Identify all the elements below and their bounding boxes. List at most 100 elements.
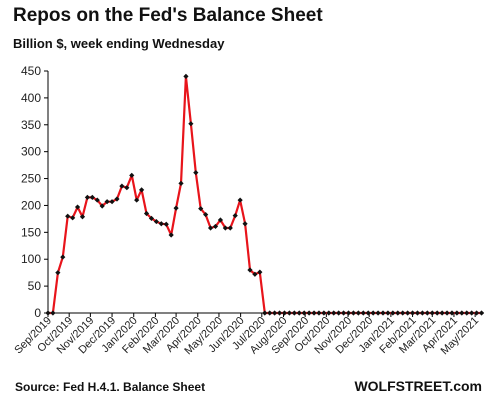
data-point [45,310,51,316]
data-point [400,310,406,316]
data-point [464,310,470,316]
data-point [178,180,184,186]
data-point [429,310,435,316]
data-point [336,310,342,316]
data-point [311,310,317,316]
data-point [198,206,204,212]
data-point [217,217,224,223]
data-point [444,310,450,316]
data-point [296,310,302,316]
data-point [134,197,140,203]
data-point [291,310,297,316]
data-point [139,187,145,193]
data-point [355,310,361,316]
data-point [345,310,352,316]
source-note: Source: Fed H.4.1. Balance Sheet [15,380,206,394]
data-point [331,310,337,316]
data-point [375,310,381,316]
data-point [272,310,278,316]
y-tick-label: 50 [28,279,42,293]
data-point [74,204,81,210]
data-point [286,310,293,316]
data-point [158,221,164,227]
data-point [439,310,445,316]
data-point [50,310,56,316]
data-point [237,197,243,203]
data-point [173,205,179,211]
data-point [424,310,430,316]
data-point [395,310,401,316]
y-tick-label: 300 [21,145,41,159]
chart-subtitle: Billion $, week ending Wednesday [13,36,225,51]
data-point [60,254,66,260]
data-point [129,172,135,178]
data-point [65,213,71,219]
data-point [454,310,460,316]
data-point [89,194,95,200]
y-tick-label: 0 [34,306,41,320]
data-point [370,310,376,316]
data-point [252,271,258,277]
data-point [340,310,347,316]
data-point [188,121,194,127]
data-point [222,225,228,231]
data-point [405,310,411,316]
data-point [168,232,174,238]
y-tick-label: 450 [21,64,41,78]
data-point [79,214,86,220]
data-point [163,221,169,227]
y-tick-label: 200 [21,198,41,212]
data-point [143,210,150,217]
data-point [478,310,485,316]
data-point [380,310,386,316]
y-tick-label: 100 [21,252,41,266]
data-point [193,170,199,176]
data-point [114,196,120,202]
y-tick-label: 250 [21,172,41,186]
data-point [385,310,391,316]
data-point [203,211,209,218]
repo-series [45,73,485,316]
data-point [469,310,475,316]
data-point [414,310,421,316]
chart-title: Repos on the Fed's Balance Sheet [13,5,323,26]
data-point [55,270,61,276]
series-line [48,75,482,315]
data-point [350,310,357,316]
data-point [281,310,288,316]
data-point [104,199,110,205]
data-point [306,310,312,316]
data-point [247,267,253,273]
data-point [227,225,233,231]
y-tick-label: 350 [21,118,41,132]
y-tick-label: 150 [21,225,41,239]
data-point [153,218,159,225]
data-point [212,223,219,230]
data-point [321,310,327,316]
data-point [124,185,130,191]
data-point [316,310,322,316]
data-point [459,310,465,316]
data-point [262,310,268,316]
data-point [449,310,455,316]
data-point [99,203,105,209]
data-point [84,194,91,200]
data-point [326,310,332,316]
data-point [94,197,100,203]
brand-logo: WOLFSTREET.com [354,378,482,394]
data-point [474,310,480,316]
data-point [70,215,76,221]
data-point [360,310,366,316]
data-point [119,183,125,189]
data-point [434,310,440,316]
data-point [109,199,115,205]
data-point [365,310,371,316]
data-point [232,213,238,219]
x-axis: Sep/2019Oct/2019Nov/2019Dec/2019Jan/2020… [12,312,484,357]
data-point [301,310,307,316]
data-point [419,310,426,316]
y-tick-label: 400 [21,91,41,105]
data-point [242,221,248,227]
